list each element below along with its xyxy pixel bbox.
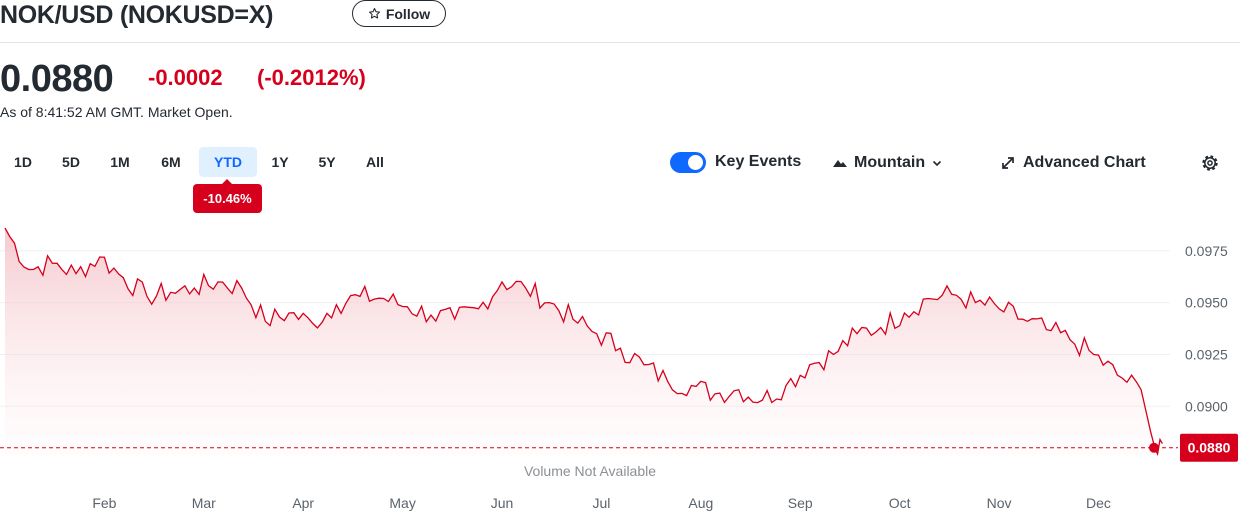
x-tick-label: May bbox=[389, 495, 415, 511]
current-price-tag: 0.0880 bbox=[1180, 433, 1238, 462]
range-ytd[interactable]: YTD bbox=[199, 147, 257, 177]
x-tick-label: Dec bbox=[1086, 495, 1111, 511]
x-tick-label: Oct bbox=[889, 495, 911, 511]
current-price: 0.0880 bbox=[0, 58, 114, 100]
range-5d[interactable]: 5D bbox=[62, 154, 80, 170]
price-change: -0.0002 bbox=[148, 65, 223, 90]
price-chart[interactable]: 0.0975 0.0950 0.0925 0.0900 0.0880 Volume N… bbox=[0, 200, 1248, 519]
current-price-marker bbox=[1149, 442, 1159, 453]
y-tick-label: 0.0925 bbox=[1185, 346, 1228, 362]
advanced-chart-label: Advanced Chart bbox=[1023, 154, 1146, 171]
x-tick-label: Feb bbox=[92, 495, 116, 511]
x-tick-label: Nov bbox=[987, 495, 1012, 511]
y-tick-label: 0.0975 bbox=[1185, 243, 1228, 259]
expand-arrows-icon bbox=[1002, 157, 1014, 169]
x-tick-label: Sep bbox=[788, 495, 813, 511]
y-tick-label: 0.0900 bbox=[1185, 398, 1228, 414]
x-tick-label: Aug bbox=[688, 495, 713, 511]
price-change-percent: (-0.2012%) bbox=[257, 65, 366, 90]
quote-header: NOK/USD (NOKUSD=X) Follow bbox=[0, 0, 1240, 43]
price-line bbox=[4, 227, 1163, 456]
gear-icon[interactable] bbox=[1200, 153, 1220, 173]
range-6m[interactable]: 6M bbox=[161, 154, 181, 170]
range-change-badge: -10.46% bbox=[193, 179, 262, 213]
chevron-down-icon bbox=[933, 160, 942, 167]
x-tick-label: Apr bbox=[292, 495, 314, 511]
current-price-tag-bg bbox=[1180, 433, 1238, 462]
x-tick-label: Jun bbox=[491, 495, 514, 511]
range-1y[interactable]: 1Y bbox=[271, 154, 289, 170]
mountain-icon bbox=[833, 160, 847, 167]
price-area bbox=[5, 228, 1163, 455]
volume-note: Volume Not Available bbox=[524, 463, 656, 479]
range-1d[interactable]: 1D bbox=[14, 154, 32, 170]
follow-label: Follow bbox=[385, 5, 431, 22]
x-tick-label: Jul bbox=[592, 495, 610, 511]
y-tick-label: 0.0950 bbox=[1185, 295, 1228, 311]
key-events-label: Key Events bbox=[715, 153, 802, 170]
key-events-toggle[interactable] bbox=[670, 152, 706, 173]
range-1m[interactable]: 1M bbox=[110, 154, 130, 170]
chart-type-label: Mountain bbox=[854, 154, 926, 171]
range-all[interactable]: All bbox=[366, 154, 384, 170]
page-title: NOK/USD (NOKUSD=X) bbox=[0, 1, 274, 29]
x-tick-label: Mar bbox=[192, 495, 216, 511]
current-price-tag-label: 0.0880 bbox=[1188, 440, 1231, 456]
range-5y[interactable]: 5Y bbox=[318, 154, 336, 170]
chart-type-dropdown[interactable]: Mountain bbox=[832, 151, 943, 175]
market-status: As of 8:41:52 AM GMT. Market Open. bbox=[0, 104, 233, 120]
advanced-chart-button[interactable]: Advanced Chart bbox=[1000, 151, 1146, 175]
follow-button[interactable]: Follow bbox=[352, 0, 446, 27]
toggle-knob bbox=[688, 155, 703, 170]
star-outline-icon bbox=[368, 7, 380, 19]
